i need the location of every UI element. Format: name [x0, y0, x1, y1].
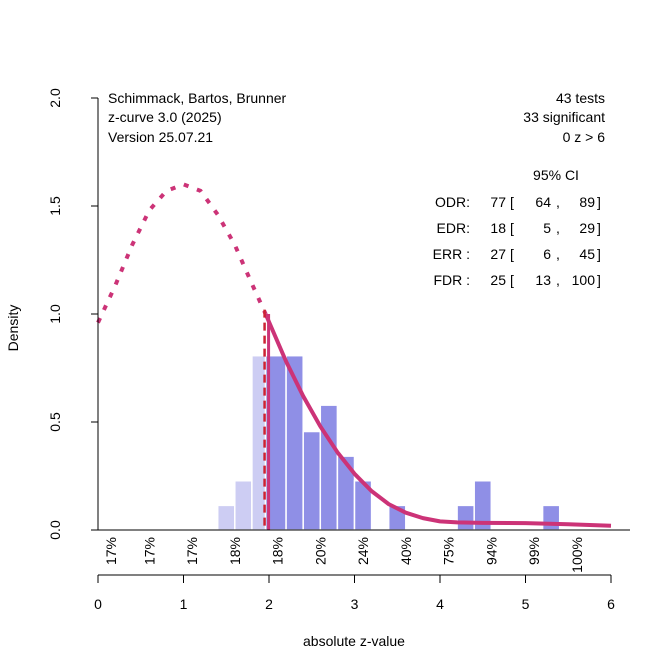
- power-label: 94%: [483, 537, 499, 565]
- ci-row-label: ERR :: [433, 246, 470, 262]
- x-axis-label: absolute z-value: [303, 633, 405, 649]
- ci-row-close-bracket: ]: [597, 220, 601, 236]
- histogram-bar-6: [319, 404, 339, 531]
- ci-row-comma: ,: [556, 194, 560, 210]
- ci-row-lower: 5: [543, 220, 551, 236]
- histogram-bar-1: [234, 480, 253, 531]
- ci-row-upper: 45: [579, 246, 595, 262]
- power-labels: 17% 17% 17% 18% 18% 20% 24% 40% 75% 94% 99% 100%: [103, 537, 585, 573]
- info-version-number: Version 25.07.21: [108, 129, 213, 145]
- power-label: 75%: [441, 537, 457, 565]
- x-ticks: 0 1 2 3 4 5 6: [94, 575, 615, 612]
- ci-row-close-bracket: ]: [597, 246, 601, 262]
- info-tests: 43 tests: [556, 90, 605, 106]
- info-significant: 33 significant: [523, 109, 605, 125]
- density-curve-dotted: [96, 182, 268, 324]
- y-tick-label: 2.0: [47, 88, 63, 108]
- y-tick-label: 0.0: [47, 520, 63, 540]
- ci-header: 95% CI: [533, 167, 579, 183]
- ci-table: 95% CI ODR: 77[64, 89]EDR: 18[5, 29]ERR :27[…: [433, 167, 601, 288]
- power-label: 24%: [355, 537, 371, 565]
- info-left: Schimmack, Bartos, Brunner z-curve 3.0 (…: [108, 90, 287, 145]
- ci-row-estimate: 18: [490, 220, 506, 236]
- power-label: 100%: [569, 537, 585, 573]
- power-label: 17%: [184, 537, 200, 565]
- x-tick-label: 4: [436, 596, 444, 612]
- power-label: 20%: [312, 537, 328, 565]
- x-tick-label: 3: [351, 596, 359, 612]
- ci-row-label: EDR:: [437, 220, 470, 236]
- ci-row-upper: 100: [572, 272, 596, 288]
- power-label: 18%: [227, 537, 243, 565]
- power-label: 40%: [398, 537, 414, 565]
- ci-row-estimate: 77: [490, 194, 506, 210]
- y-axis-label: Density: [5, 305, 21, 352]
- info-right: 43 tests 33 significant 0 z > 6: [523, 90, 605, 145]
- info-z-over-6: 0 z > 6: [563, 129, 606, 145]
- ci-row-comma: ,: [556, 220, 560, 236]
- ci-row-close-bracket: ]: [597, 272, 601, 288]
- ci-row-comma: ,: [556, 272, 560, 288]
- x-tick-label: 2: [265, 596, 273, 612]
- ci-row-lower: 64: [535, 194, 551, 210]
- histogram-bar-7: [336, 455, 356, 531]
- power-label: 17%: [141, 537, 157, 565]
- density-curve-solid: [263, 313, 612, 528]
- y-ticks: 0.0 0.5 1.0 1.5 2.0: [47, 88, 98, 540]
- histogram-bar-12: [541, 504, 561, 531]
- density-curves: [96, 182, 612, 530]
- histogram-bar-5: [302, 430, 322, 531]
- ci-row-upper: 29: [579, 220, 595, 236]
- ci-row-estimate: 27: [490, 246, 506, 262]
- power-label: 18%: [270, 537, 286, 565]
- power-label: 99%: [526, 537, 542, 565]
- ci-row-estimate: 25: [490, 272, 506, 288]
- ci-row-open-bracket: [: [510, 194, 514, 210]
- histogram-bar-10: [456, 504, 475, 531]
- x-tick-label: 0: [94, 596, 102, 612]
- ci-row-lower: 13: [535, 272, 551, 288]
- ci-row-upper: 89: [579, 194, 595, 210]
- ci-row-open-bracket: [: [510, 246, 514, 262]
- power-label: 17%: [103, 537, 119, 565]
- info-authors: Schimmack, Bartos, Brunner: [108, 90, 287, 106]
- ci-row-open-bracket: [: [510, 220, 514, 236]
- y-tick-label: 1.0: [47, 304, 63, 324]
- ci-row-open-bracket: [: [510, 272, 514, 288]
- x-tick-label: 1: [180, 596, 188, 612]
- x-tick-label: 5: [522, 596, 530, 612]
- y-tick-label: 1.5: [47, 196, 63, 216]
- info-version-name: z-curve 3.0 (2025): [108, 109, 222, 125]
- ci-row-label: FDR :: [433, 272, 470, 288]
- x-tick-label: 6: [607, 596, 615, 612]
- histogram-bar-0: [216, 504, 236, 531]
- ci-row-close-bracket: ]: [597, 194, 601, 210]
- histogram-bars: [216, 354, 561, 531]
- ci-row-lower: 6: [543, 246, 551, 262]
- y-tick-label: 0.5: [47, 412, 63, 432]
- ci-row-label: ODR:: [435, 194, 470, 210]
- ci-row-comma: ,: [556, 246, 560, 262]
